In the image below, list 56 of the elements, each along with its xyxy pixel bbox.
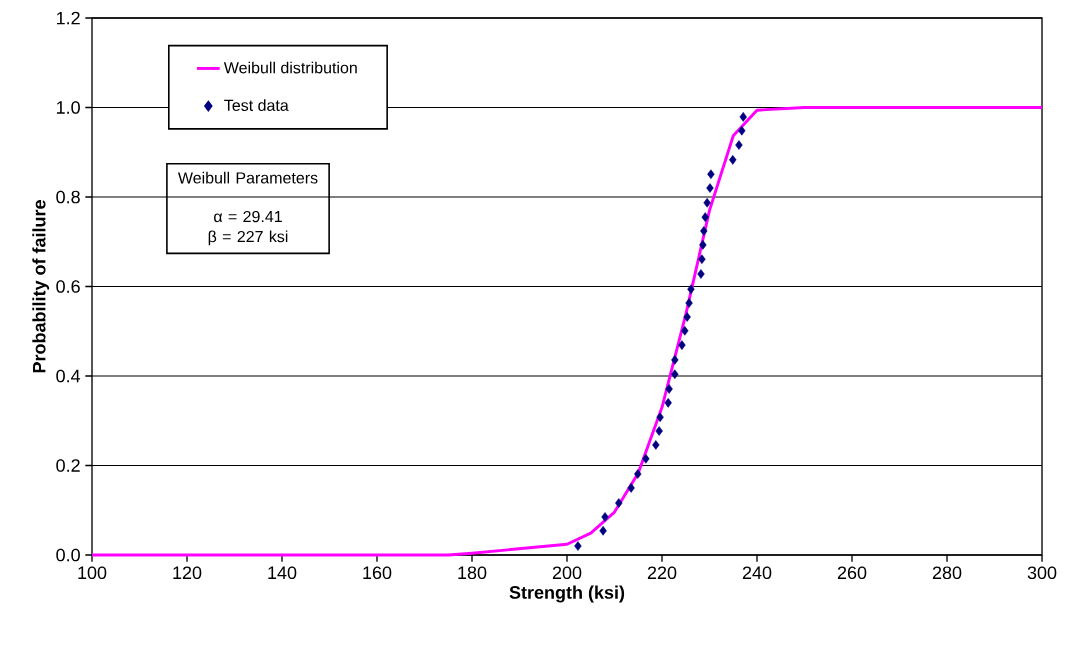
point <box>627 483 635 493</box>
point <box>739 112 747 122</box>
x-tick-label: 240 <box>742 566 772 580</box>
point <box>697 269 705 279</box>
legend-label: Test data <box>224 99 289 111</box>
x-tick-label: 260 <box>837 566 867 580</box>
point <box>698 254 706 264</box>
point <box>706 183 714 193</box>
legend-label: Weibull distribution <box>223 61 357 74</box>
point <box>703 198 711 208</box>
point <box>574 541 582 551</box>
point <box>615 498 623 508</box>
x-tick-label: 100 <box>78 566 107 580</box>
point <box>707 169 715 179</box>
x-tick-label: 220 <box>647 566 677 580</box>
point <box>683 312 691 322</box>
point <box>738 125 746 136</box>
point <box>671 355 679 365</box>
point <box>652 440 660 450</box>
y-axis-title: Probability of failure <box>32 200 50 373</box>
point <box>685 298 693 308</box>
point <box>656 412 664 422</box>
y-tick-label: 0.2 <box>56 459 80 472</box>
x-tick-label: 180 <box>458 566 487 580</box>
x-tick-label: 280 <box>932 566 962 580</box>
point <box>655 426 663 436</box>
point <box>735 140 743 150</box>
point <box>599 526 607 536</box>
point <box>700 226 708 236</box>
point <box>699 240 707 250</box>
y-tick-label: 0.8 <box>56 190 80 204</box>
y-tick-label: 0.4 <box>56 369 81 383</box>
point <box>601 512 609 522</box>
x-tick-label: 200 <box>552 566 582 580</box>
point <box>687 284 695 294</box>
x-tick-label: 140 <box>268 566 297 580</box>
point <box>642 453 650 464</box>
point <box>701 212 709 222</box>
y-tick-label: 0.0 <box>56 548 80 562</box>
x-tick-label: 300 <box>1027 566 1057 580</box>
x-tick-label: 160 <box>363 566 392 580</box>
x-axis-title: Strength (ksi) <box>509 585 625 603</box>
point <box>634 469 642 479</box>
point <box>729 155 737 165</box>
y-tick-label: 0.6 <box>56 280 80 293</box>
point <box>678 340 686 350</box>
point <box>664 398 672 408</box>
y-tick-label: 1.0 <box>56 101 80 114</box>
annotation: β = 227 ksi <box>208 230 288 246</box>
point <box>681 326 689 336</box>
annotation: Weibull Parameters <box>177 171 318 184</box>
x-tick-label: 120 <box>173 566 202 580</box>
point <box>671 369 679 380</box>
point <box>665 384 673 394</box>
y-tick-label: 1.2 <box>56 11 80 25</box>
annotation: α = 29.41 <box>214 210 282 223</box>
